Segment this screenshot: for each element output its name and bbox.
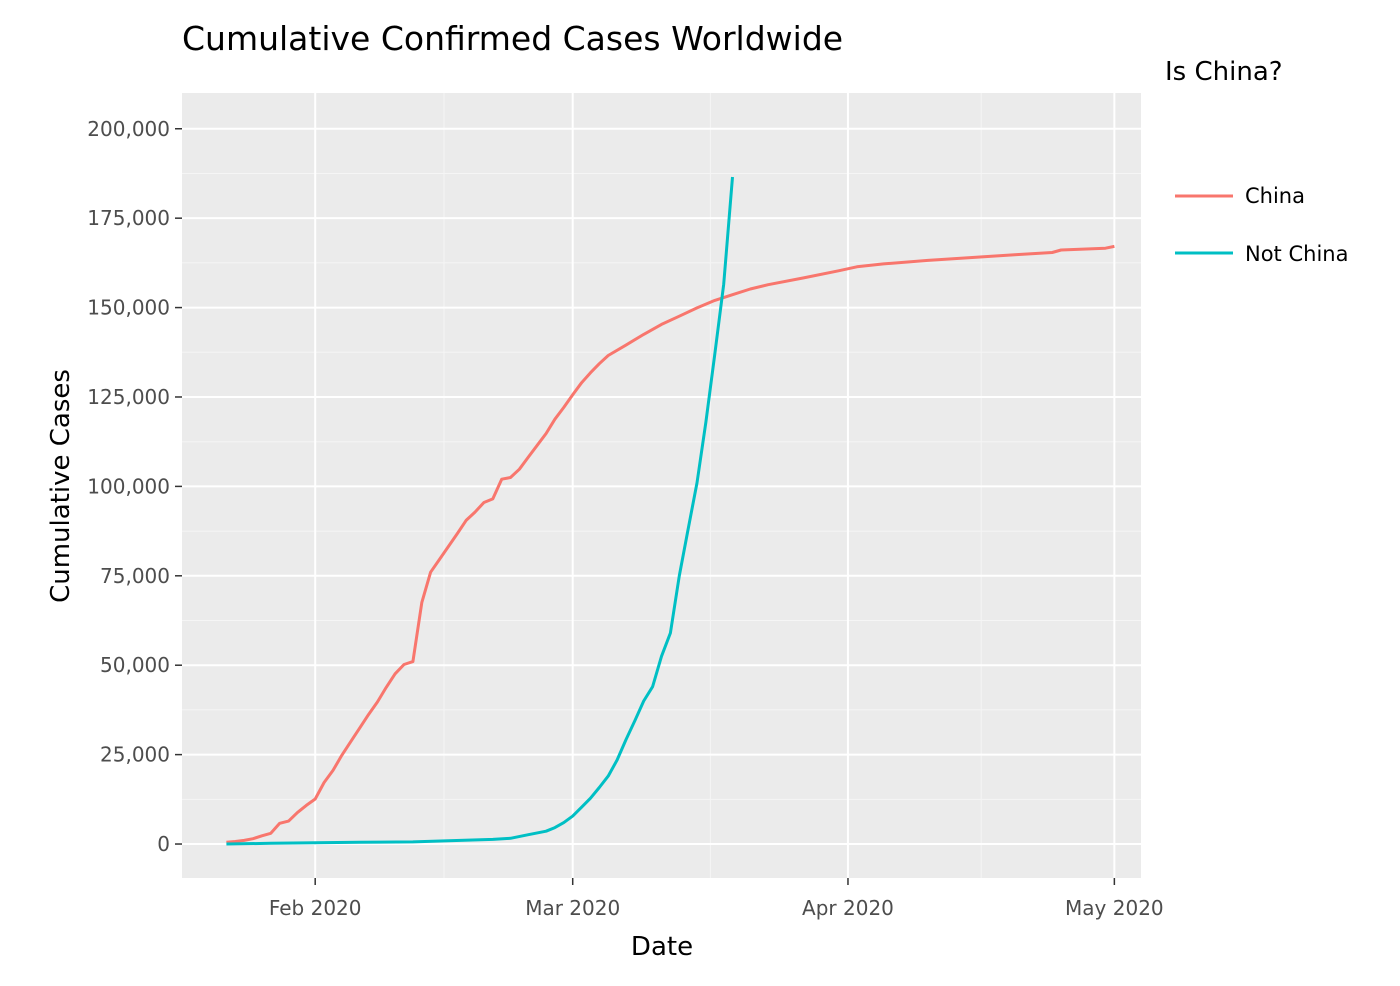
y-tick-label: 25,000 bbox=[100, 743, 170, 767]
x-tick-label: Feb 2020 bbox=[269, 896, 362, 920]
x-tick-label: May 2020 bbox=[1065, 896, 1164, 920]
y-axis: 0 25,000 50,000 75,000 100,000 125,000 150,000… bbox=[87, 117, 182, 856]
legend-label-china: China bbox=[1245, 184, 1305, 208]
y-tick-label: 200,000 bbox=[87, 117, 170, 141]
x-axis-title: Date bbox=[631, 932, 693, 962]
y-tick-label: 175,000 bbox=[87, 206, 170, 230]
legend-title: Is China? bbox=[1165, 57, 1283, 87]
x-axis: Feb 2020 Mar 2020 Apr 2020 May 2020 bbox=[269, 878, 1164, 920]
major-gridlines bbox=[182, 93, 1141, 878]
y-axis-title: Cumulative Cases bbox=[46, 369, 76, 603]
y-tick-label: 75,000 bbox=[100, 564, 170, 588]
chart-title: Cumulative Confirmed Cases Worldwide bbox=[182, 19, 843, 58]
y-tick-label: 125,000 bbox=[87, 385, 170, 409]
y-tick-label: 100,000 bbox=[87, 474, 170, 498]
legend-label-not-china: Not China bbox=[1245, 242, 1348, 266]
y-tick-label: 50,000 bbox=[100, 653, 170, 677]
legend: Is China? China Not China bbox=[1165, 57, 1348, 266]
y-tick-label: 0 bbox=[157, 832, 170, 856]
x-tick-label: Mar 2020 bbox=[525, 896, 620, 920]
series-line-china bbox=[226, 244, 1115, 844]
series-lines bbox=[226, 176, 1115, 846]
x-tick-label: Apr 2020 bbox=[802, 896, 894, 920]
series-line-not-china bbox=[226, 176, 734, 846]
y-tick-label: 150,000 bbox=[87, 296, 170, 320]
